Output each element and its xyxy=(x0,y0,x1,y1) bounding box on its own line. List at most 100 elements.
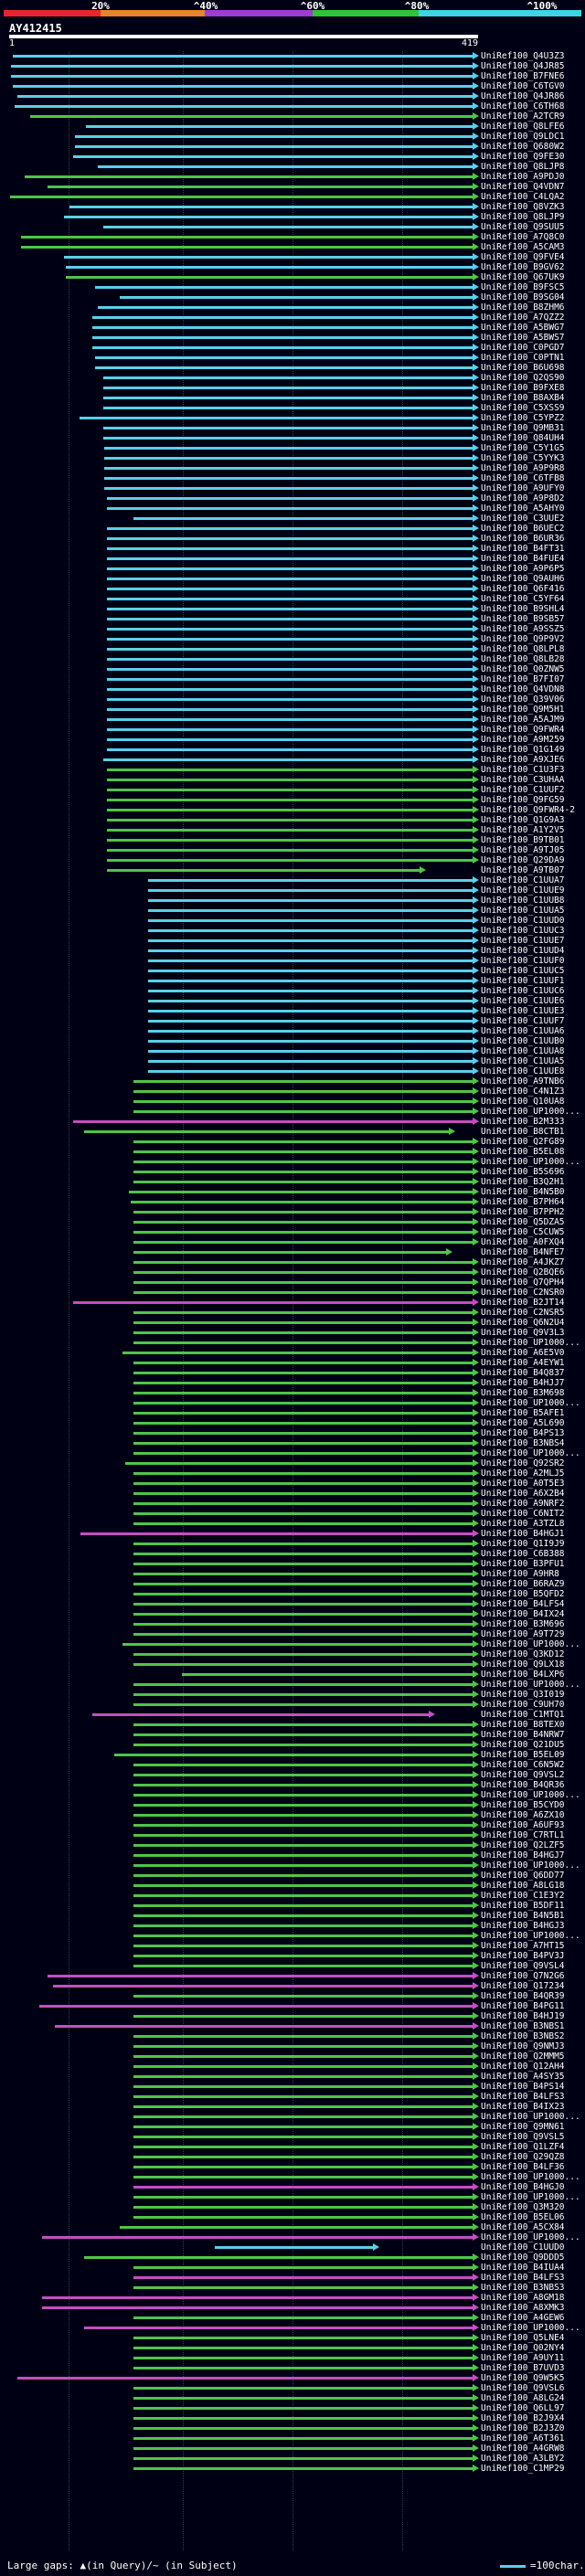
hit-row[interactable]: UniRef100_B3NBS1 xyxy=(0,2021,585,2031)
hit-bar[interactable] xyxy=(133,1492,473,1495)
hit-bar[interactable] xyxy=(120,2226,473,2229)
hit-label[interactable]: UniRef100_B4QR39 xyxy=(481,1991,565,2001)
hit-row[interactable]: UniRef100_C1UUF0 xyxy=(0,956,585,966)
hit-label[interactable]: UniRef100_Q1G149 xyxy=(481,745,565,755)
hit-row[interactable]: UniRef100_A5CAM3 xyxy=(0,242,585,252)
hit-label[interactable]: UniRef100_B4IX24 xyxy=(481,1609,565,1619)
hit-label[interactable]: UniRef100_B6RAZ9 xyxy=(481,1579,565,1589)
hit-label[interactable]: UniRef100_C6TGV0 xyxy=(481,81,565,91)
hit-bar[interactable] xyxy=(66,276,473,279)
hit-bar[interactable] xyxy=(21,236,473,239)
hit-label[interactable]: UniRef100_B4PS14 xyxy=(481,2082,565,2092)
hit-row[interactable]: UniRef100_C1UUE8 xyxy=(0,1066,585,1076)
hit-label[interactable]: UniRef100_Q4JR86 xyxy=(481,91,565,101)
hit-bar[interactable] xyxy=(133,1452,473,1455)
hit-bar[interactable] xyxy=(75,135,473,138)
hit-bar[interactable] xyxy=(133,1744,473,1746)
hit-label[interactable]: UniRef100_Q4U3Z3 xyxy=(481,51,565,61)
hit-label[interactable]: UniRef100_Q1LZF4 xyxy=(481,2142,565,2152)
hit-bar[interactable] xyxy=(106,668,473,671)
hit-row[interactable]: UniRef100_Q9FE30 xyxy=(0,152,585,162)
hit-bar[interactable] xyxy=(133,2206,473,2209)
hit-bar[interactable] xyxy=(147,1010,473,1012)
hit-label[interactable]: UniRef100_B4HGJ7 xyxy=(481,1850,565,1860)
hit-bar[interactable] xyxy=(106,859,473,862)
hit-row[interactable]: UniRef100_C1UUA6 xyxy=(0,1026,585,1036)
hit-bar[interactable] xyxy=(106,598,473,600)
hit-row[interactable]: UniRef100_A9P6P5 xyxy=(0,564,585,574)
hit-row[interactable]: UniRef100_C1UUC6 xyxy=(0,986,585,996)
hit-label[interactable]: UniRef100_B4LFS3 xyxy=(481,2273,565,2283)
hit-row[interactable]: UniRef100_C1UUA8 xyxy=(0,1046,585,1056)
hit-row[interactable]: UniRef100_A9NRF2 xyxy=(0,1499,585,1509)
hit-bar[interactable] xyxy=(133,1573,473,1575)
hit-label[interactable]: UniRef100_A9M259 xyxy=(481,735,565,745)
hit-label[interactable]: UniRef100_A3LBY2 xyxy=(481,2454,565,2464)
hit-row[interactable]: UniRef100_C3UHAA xyxy=(0,775,585,785)
hit-bar[interactable] xyxy=(133,1884,473,1887)
hit-bar[interactable] xyxy=(133,1522,473,1525)
hit-bar[interactable] xyxy=(133,1613,473,1616)
hit-row[interactable]: UniRef100_UP1000... xyxy=(0,2112,585,2122)
hit-row[interactable]: UniRef100_B9SB57 xyxy=(0,614,585,624)
hit-label[interactable]: UniRef100_Q9AUH6 xyxy=(481,574,565,584)
hit-label[interactable]: UniRef100_Q10UA8 xyxy=(481,1097,565,1107)
hit-row[interactable]: UniRef100_Q2LZF5 xyxy=(0,1840,585,1850)
hit-bar[interactable] xyxy=(21,246,473,249)
hit-bar[interactable] xyxy=(133,1291,473,1294)
hit-bar[interactable] xyxy=(106,779,473,781)
hit-bar[interactable] xyxy=(102,758,473,761)
hit-row[interactable]: UniRef100_Q0ZNW5 xyxy=(0,664,585,674)
hit-row[interactable]: UniRef100_A9TJ05 xyxy=(0,845,585,855)
hit-bar[interactable] xyxy=(133,1362,473,1364)
hit-label[interactable]: UniRef100_A8LG24 xyxy=(481,2393,565,2403)
hit-bar[interactable] xyxy=(84,2256,473,2259)
hit-bar[interactable] xyxy=(133,1764,473,1766)
hit-row[interactable]: UniRef100_UP1000... xyxy=(0,2232,585,2242)
hit-label[interactable]: UniRef100_C5YYK3 xyxy=(481,453,565,463)
hit-row[interactable]: UniRef100_C4N1Z3 xyxy=(0,1087,585,1097)
hit-row[interactable]: UniRef100_B4PS14 xyxy=(0,2082,585,2092)
hit-label[interactable]: UniRef100_Q9LDC1 xyxy=(481,132,565,142)
hit-row[interactable]: UniRef100_Q5DZA5 xyxy=(0,1217,585,1227)
hit-row[interactable]: UniRef100_Q02NY4 xyxy=(0,2343,585,2353)
hit-label[interactable]: UniRef100_B2J3Z0 xyxy=(481,2423,565,2433)
hit-row[interactable]: UniRef100_B4NRW7 xyxy=(0,1730,585,1740)
hit-bar[interactable] xyxy=(147,889,473,892)
hit-bar[interactable] xyxy=(147,919,473,922)
hit-label[interactable]: UniRef100_A5AJM9 xyxy=(481,715,565,725)
hit-bar[interactable] xyxy=(106,638,473,641)
hit-label[interactable]: UniRef100_B9FXE8 xyxy=(481,383,565,393)
hit-label[interactable]: UniRef100_B6UR36 xyxy=(481,534,565,544)
hit-bar[interactable] xyxy=(63,256,473,259)
hit-row[interactable]: UniRef100_A9XJE6 xyxy=(0,755,585,765)
hit-bar[interactable] xyxy=(133,2347,473,2349)
hit-bar[interactable] xyxy=(133,2337,473,2339)
hit-bar[interactable] xyxy=(133,1412,473,1415)
hit-label[interactable]: UniRef100_A2MLJ5 xyxy=(481,1468,565,1479)
hit-label[interactable]: UniRef100_UP1000... xyxy=(481,1107,580,1117)
hit-label[interactable]: UniRef100_Q39V06 xyxy=(481,694,565,705)
hit-label[interactable]: UniRef100_UP1000... xyxy=(481,2172,580,2182)
hit-bar[interactable] xyxy=(133,1100,473,1103)
hit-row[interactable]: UniRef100_Q7N2G6 xyxy=(0,1971,585,1981)
hit-label[interactable]: UniRef100_C0PGD7 xyxy=(481,343,565,353)
hit-label[interactable]: UniRef100_Q5DZA5 xyxy=(481,1217,565,1227)
hit-label[interactable]: UniRef100_C5YPZ2 xyxy=(481,413,565,423)
hit-row[interactable]: UniRef100_Q21DU5 xyxy=(0,1740,585,1750)
hit-row[interactable]: UniRef100_UP1000... xyxy=(0,2172,585,2182)
hit-label[interactable]: UniRef100_Q680W2 xyxy=(481,142,565,152)
hit-label[interactable]: UniRef100_UP1000... xyxy=(481,2112,580,2122)
hit-label[interactable]: UniRef100_A9T729 xyxy=(481,1629,565,1639)
hit-row[interactable]: UniRef100_B9FSC5 xyxy=(0,282,585,292)
hit-label[interactable]: UniRef100_A6E5V0 xyxy=(481,1348,565,1358)
hit-label[interactable]: UniRef100_A7HT15 xyxy=(481,1941,565,1951)
hit-bar[interactable] xyxy=(106,809,473,811)
hit-row[interactable]: UniRef100_UP1000... xyxy=(0,1448,585,1458)
hit-row[interactable]: UniRef100_Q9LX18 xyxy=(0,1659,585,1670)
hit-label[interactable]: UniRef100_C1UUE6 xyxy=(481,996,565,1006)
hit-bar[interactable] xyxy=(95,356,473,359)
hit-bar[interactable] xyxy=(106,497,473,500)
hit-label[interactable]: UniRef100_Q6N2U4 xyxy=(481,1318,565,1328)
hit-row[interactable]: UniRef100_B5EL08 xyxy=(0,1147,585,1157)
